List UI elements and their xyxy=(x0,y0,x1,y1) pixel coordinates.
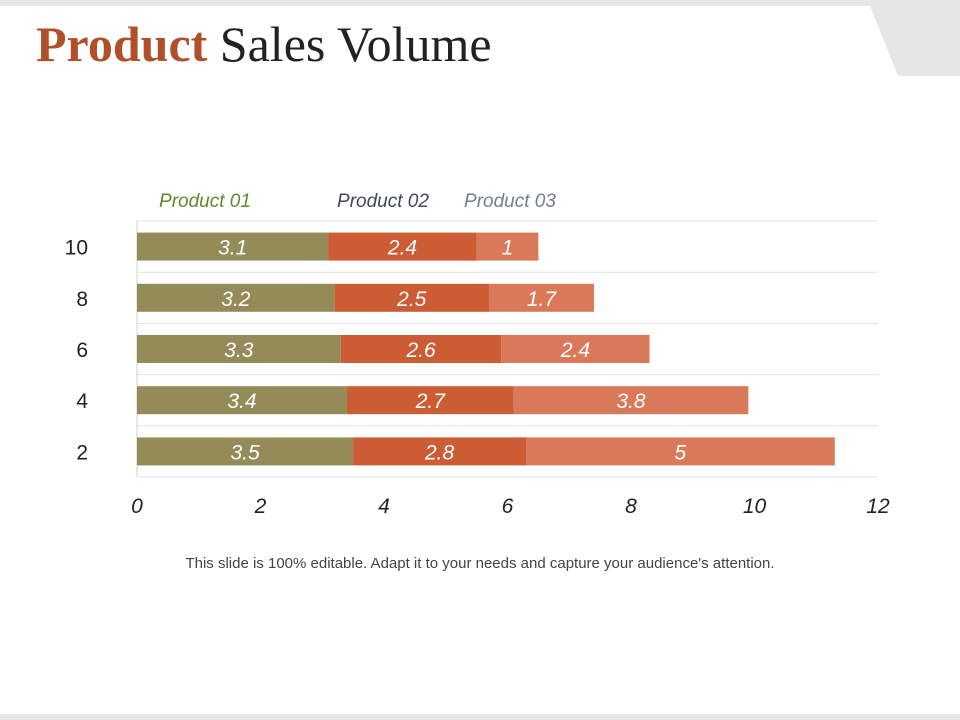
bar-product-03 xyxy=(488,283,594,312)
y-tick-label: 2 xyxy=(76,441,88,464)
bar-product-01 xyxy=(137,386,347,415)
data-label: 3.3 xyxy=(224,339,254,362)
bar-product-03 xyxy=(526,437,835,466)
bar-product-03 xyxy=(513,386,749,415)
y-tick-label: 8 xyxy=(76,288,88,311)
slide-title: Product Sales Volume xyxy=(36,14,492,74)
title-accent: Product xyxy=(36,16,208,72)
x-tick-label: 10 xyxy=(743,495,767,518)
data-label: 2.7 xyxy=(415,390,447,413)
bar-product-02 xyxy=(334,283,489,312)
legend-item-product-01: Product 01 xyxy=(159,191,251,212)
bar-product-02 xyxy=(353,437,527,466)
bar-product-02 xyxy=(340,335,502,363)
footer-note: This slide is 100% editable. Adapt it to… xyxy=(185,555,775,572)
y-tick-label: 4 xyxy=(76,390,88,413)
data-label: 2.8 xyxy=(424,441,455,464)
bar-product-02 xyxy=(328,232,477,261)
data-label: 3.1 xyxy=(218,237,247,260)
x-tick-label: 8 xyxy=(625,495,637,518)
x-tick-label: 0 xyxy=(131,495,143,518)
bar-product-03 xyxy=(501,335,650,363)
y-tick-label: 10 xyxy=(65,237,88,260)
bar-product-03 xyxy=(476,232,539,261)
data-label: 2.4 xyxy=(387,237,417,260)
bar-product-02 xyxy=(346,386,514,415)
legend-item-product-02: Product 02 xyxy=(337,191,429,212)
bar-product-01 xyxy=(137,335,341,363)
top-border xyxy=(0,0,960,6)
data-label: 2.6 xyxy=(405,339,436,362)
x-tick-label: 6 xyxy=(502,495,514,518)
legend-item-product-03: Product 03 xyxy=(464,191,556,212)
x-tick-label: 12 xyxy=(866,495,890,518)
y-tick-label: 6 xyxy=(76,339,88,362)
data-label: 3.5 xyxy=(230,441,260,464)
bottom-border xyxy=(0,714,960,720)
data-label: 5 xyxy=(675,441,687,464)
corner-decoration xyxy=(870,6,960,76)
x-tick-label: 4 xyxy=(378,495,390,518)
title-rest: Sales Volume xyxy=(207,16,492,72)
data-label: 2.5 xyxy=(396,288,427,311)
data-label: 3.2 xyxy=(221,288,251,311)
bar-product-01 xyxy=(137,232,329,261)
data-label: 2.4 xyxy=(560,339,590,362)
data-label: 1.7 xyxy=(527,288,558,311)
data-label: 3.4 xyxy=(227,390,256,413)
data-label: 3.8 xyxy=(616,390,646,413)
bar-product-01 xyxy=(137,437,354,466)
x-tick-label: 2 xyxy=(254,495,267,518)
bar-product-01 xyxy=(137,283,335,312)
data-label: 1 xyxy=(502,237,514,260)
